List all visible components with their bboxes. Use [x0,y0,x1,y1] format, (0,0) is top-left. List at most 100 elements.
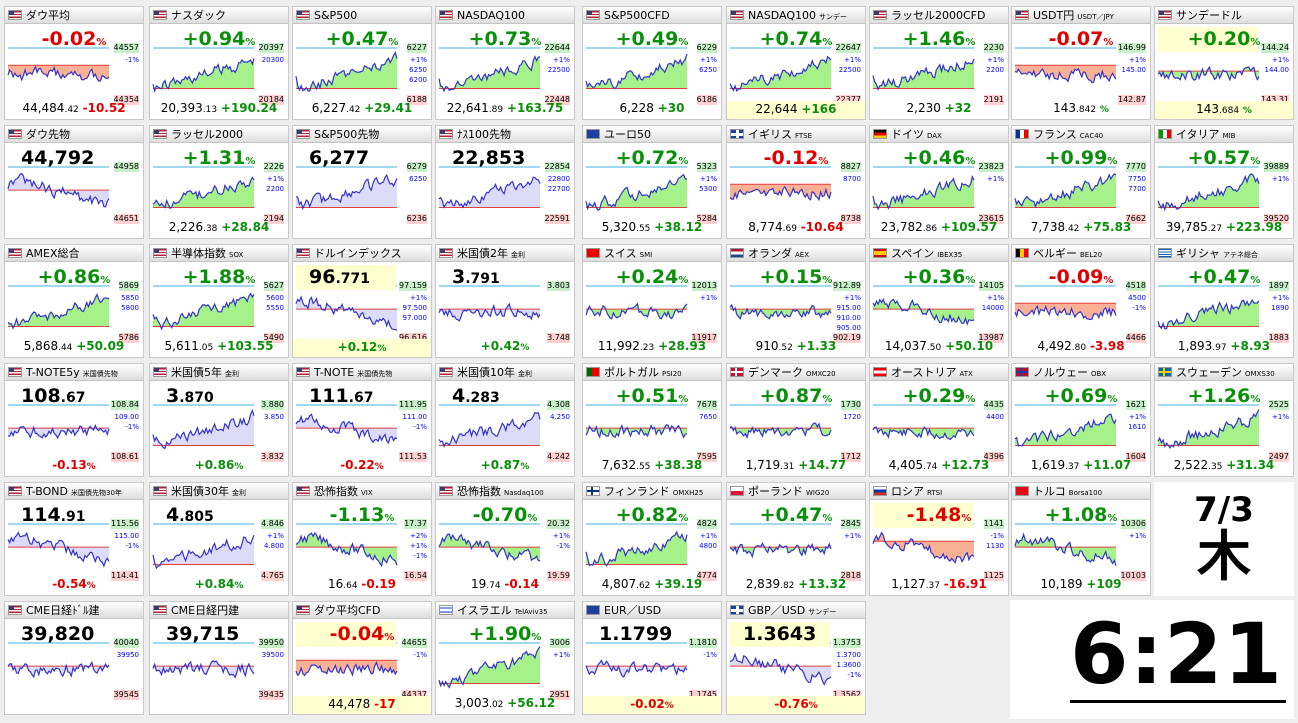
flag-icon [1015,129,1029,139]
market-tile[interactable]: ロシア RTSI -1.48% 1141 1125 -1% 1130 1,127.37 -16… [869,482,1009,596]
market-tile[interactable]: 米国債30年 金利 4.805 4.846 4.765 +1% 4.800 +0.84% [149,482,289,596]
tile-title: スペイン IBEX35 [891,247,963,260]
market-tile[interactable]: イスラエル TelAviv35 +1.90% 3006 2951 +1% 3,003.02 … [435,601,575,715]
market-tile[interactable]: ラッセル2000 +1.31% 2226 2194 +1% 2200 2,226.38 +2… [149,125,289,239]
tile-header: 米国債30年 金利 [150,483,288,500]
axis-low-label: 2818 [840,571,861,581]
sparkline-chart [7,523,110,568]
market-tile[interactable]: NASDAQ100 サンデー +0.74% 22647 22377 +1% 22500 22,… [726,6,866,120]
sparkline-line [585,302,688,320]
market-tile[interactable]: スウェーデン OMXS30 +1.26% 2525 2497 +1% 2,522.35 +3… [1154,363,1294,477]
market-tile[interactable]: ダウ平均 -0.02% 44557 44354 -1% 44,484.42 -10.52 [4,6,144,120]
market-tile[interactable]: スペイン IBEX35 +0.36% 14105 13987 +1% 14000 14,037… [869,244,1009,358]
market-tile[interactable]: GBP／USD サンデー 1.3643 1.3753 1.3562 1.3700 1.360… [726,601,866,715]
market-tile[interactable]: トルコ Borsa100 +1.08% 10306 10103 +1% 10,189 +10… [1011,482,1151,596]
sparkline-area [439,646,540,688]
axis-high-label: 8827 [840,162,861,172]
market-tile[interactable]: ラッセル2000CFD +1.46% 2230 2191 +1% 2200 2,230 +3… [869,6,1009,120]
market-tile[interactable]: ダウ平均CFD -0.04% 44655 44337 -1% 44,478 -17 [292,601,432,715]
sparkline-chart [438,642,541,689]
market-tile[interactable]: ノルウェー OBX +0.69% 1621 1604 +1% 1610 1,619.37 +1… [1011,363,1151,477]
market-tile[interactable]: フィンランド OMXH25 +0.82% 4824 4774 +1% 4800 4,807.6… [582,482,722,596]
market-tile[interactable]: ポルトガル PSI20 +0.51% 7678 7595 7650 7,632.55 +38… [582,363,722,477]
market-tile[interactable]: ポーランド WIG20 +0.47% 2845 2818 +1% 2,839.82 +13.… [726,482,866,596]
market-tile[interactable]: イギリス FTSE -0.12% 8827 8738 8700 8,774.69 -10.6… [726,125,866,239]
market-tile[interactable]: ドイツ DAX +0.46% 23823 23615 +1% 23,782.86 +109.… [869,125,1009,239]
sparkline-area [586,660,687,677]
axis-low-label: 20184 [258,95,284,105]
market-tile[interactable]: ナスダック +0.94% 20397 20184 20300 20,393.13 +190… [149,6,289,120]
market-tile[interactable]: T-NOTE5y 米国債先物 108.67 108.84 108.61 109.00 -1%… [4,363,144,477]
flag-icon [439,129,453,139]
market-tile[interactable]: デンマーク OMXC20 +0.87% 1730 1712 1720 1,719.31 +1… [726,363,866,477]
market-tile[interactable]: 米国債10年 金利 4.283 4.308 4.242 4.250 +0.87% [435,363,575,477]
price-readout: 11,992.23 +28.93 [597,339,707,353]
market-tile[interactable]: ユーロ50 +0.72% 5323 5284 +1% 5300 5,320.55 +38.1… [582,125,722,239]
market-tile[interactable]: イタリア MIB +0.57% 39889 39520 +1% 39,785.27 +223… [1154,125,1294,239]
price-readout: 4,405.74 +12.73 [888,458,990,472]
price-readout: 4,807.62 +39.19 [601,577,703,591]
flag-icon [1158,10,1172,20]
price-readout: 7,632.55 +38.38 [601,458,703,472]
axis-high-label: 12013 [691,281,717,291]
sparkline-chart [872,47,975,92]
flag-icon [296,10,310,20]
sparkline-chart [295,166,398,211]
market-tile[interactable]: T-NOTE 米国債先物 111.67 111.95 111.53 111.00 -1% -0… [292,363,432,477]
headline-value: +0.57% [1187,147,1261,169]
tile-title: 米国債10年 金利 [457,366,532,379]
market-tile[interactable]: ベルギー BEL20 -0.09% 4518 4466 4500 -1% 4,492.80 -… [1011,244,1151,358]
price-readout: 44,484.42 -10.52 [22,101,126,115]
market-tile[interactable]: CME日経円建 39,715 39950 39435 39500 [149,601,289,715]
market-tile[interactable]: 恐怖指数 Nasdaq100 -0.70% 20.32 19.59 +1% -1% 19.74… [435,482,575,596]
tile-header: イタリア MIB [1155,126,1293,143]
price-readout: -0.22% [340,458,384,472]
sparkline-area [730,304,831,319]
market-tile[interactable]: EUR／USD 1.1799 1.1810 1.1745 -1% -0.02% [582,601,722,715]
tile-title: CME日経ﾄﾞﾙ建 [26,604,100,617]
market-tile[interactable]: ギリシャ アテネ総合 +0.47% 1897 1883 +1% 1890 1,893.97 +… [1154,244,1294,358]
axis-low-label: 7662 [1125,214,1146,224]
market-tile[interactable]: ダウ先物 44,792 44958 44651 [4,125,144,239]
market-tile[interactable]: 米国債2年 金利 3.791 3.803 3.748 +0.42% [435,244,575,358]
market-tile[interactable]: オーストリア ATX +0.29% 4435 4396 4400 4,405.74 +12.… [869,363,1009,477]
flag-icon [586,10,600,20]
sparkline-line [729,303,832,320]
sparkline-chart [585,47,688,90]
price-readout: +0.86% [194,458,244,472]
market-tile[interactable]: T-BOND 米国債先物30年 114.91 115.56 114.41 115.00 -1… [4,482,144,596]
market-tile[interactable]: フランス CAC40 +0.99% 7770 7662 7750 7700 7,738.42 … [1011,125,1151,239]
sparkline-area [153,660,254,678]
market-tile[interactable]: サンデードル +0.20% 144.24 143.31 +1% 144.00 143.684… [1154,6,1294,120]
axis-high-label: 44655 [401,638,427,648]
axis-high-label: 1.3753 [833,638,861,648]
axis-tick-label: 22700 [547,185,570,193]
market-tile[interactable]: AMEX総合 +0.86% 5869 5786 5850 5800 5,868.44 +50… [4,244,144,358]
axis-low-label: 4.765 [261,571,284,581]
axis-tick-label: 4.800 [263,542,284,550]
sparkline-chart [1157,285,1260,330]
market-tile[interactable]: 米国債5年 金利 3.870 3.880 3.832 3.850 +0.86% [149,363,289,477]
sparkline-line [872,426,975,441]
market-tile[interactable]: S&P500CFD +0.49% 6229 6186 +1% 6250 6,228 +30 [582,6,722,120]
market-tile[interactable]: スイス SMI +0.24% 12013 11917 +1% 11,992.23 +28.9… [582,244,722,358]
market-tile[interactable]: ドルインデックス 96.771 97.159 96.616 +1% 97.500 97.00… [292,244,432,358]
market-tile[interactable]: 恐怖指数 VIX -1.13% 17.37 16.54 +2% +1% -1% 16.64 -0… [292,482,432,596]
axis-low-label: 4466 [1125,333,1146,343]
sparkline-area [296,297,397,331]
axis-tick-label: -1% [413,552,427,560]
tile-title: イスラエル TelAviv35 [457,604,548,617]
market-tile[interactable]: USDT円 USDT／JPY -0.07% 146.99 142.87 +1% 145.00… [1011,6,1151,120]
market-tile[interactable]: オランダ AEX +0.15% 912.89 902.19 +1% 915.00 910.00… [726,244,866,358]
market-tile[interactable]: S&P500先物 6,277 6279 6236 6250 [292,125,432,239]
sparkline-line [152,408,255,450]
market-tile[interactable]: CME日経ﾄﾞﾙ建 39,820 40040 39545 39950 [4,601,144,715]
market-tile[interactable]: ﾅｽ100先物 22,853 22854 22591 22800 22700 [435,125,575,239]
market-tile[interactable]: 半導体指数 SOX +1.88% 5627 5490 5600 5550 5,611.05 +… [149,244,289,358]
axis-tick-label: -1% [703,651,717,659]
headline-value: +1.31% [182,147,256,169]
market-tile[interactable]: S&P500 +0.47% 6227 6188 +1% 6250 6200 6,227.42 … [292,6,432,120]
headline-value: +1.90% [468,623,542,645]
flag-icon [8,605,22,615]
market-tile[interactable]: NASDAQ100 +0.73% 22644 22448 +1% 22500 22,641.… [435,6,575,120]
